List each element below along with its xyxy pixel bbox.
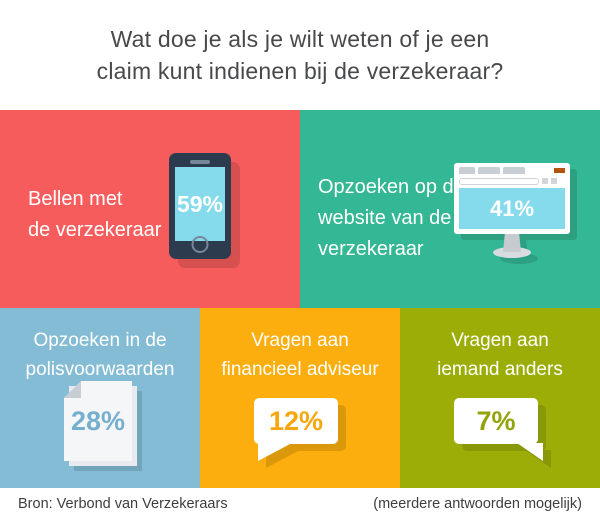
label-line: verzekeraar: [318, 238, 424, 260]
label-line: Bellen met: [28, 188, 123, 210]
panel-polisvoorwaarden: Opzoeken in de polisvoorwaarden 28%: [0, 308, 200, 488]
document-sheet: 28%: [64, 381, 132, 461]
monitor-stand: [503, 234, 521, 252]
browser-tabs: [459, 166, 565, 174]
document-fold: [64, 381, 81, 398]
percentage-value: 41%: [489, 195, 535, 221]
title-line-1: Wat doe je als je wilt weten of je een: [110, 26, 490, 52]
speech-bubble-left-icon: 12%: [254, 398, 338, 461]
browser-tab: [459, 167, 475, 174]
monitor-base: [493, 247, 531, 258]
label-line: iemand anders: [437, 359, 563, 380]
footer: Bron: Verbond van Verzekeraars (meerdere…: [0, 488, 600, 520]
panel-label: Bellen met de verzekeraar: [28, 184, 161, 246]
label-line: Opzoeken in de: [33, 330, 167, 351]
phone-speaker: [190, 160, 210, 164]
page-title: Wat doe je als je wilt weten of je een c…: [97, 23, 504, 87]
header: Wat doe je als je wilt weten of je een c…: [0, 0, 600, 110]
label-line: Opzoeken op de: [318, 176, 465, 198]
percentage-value: 59%: [176, 190, 224, 217]
source-text: Bron: Verbond van Verzekeraars: [18, 496, 228, 512]
percentage-value: 28%: [70, 405, 126, 436]
panel-bellen-met-verzekeraar: Bellen met de verzekeraar 59%: [0, 110, 300, 308]
monitor-screen: 41%: [459, 188, 565, 229]
panel-opzoeken-website: Opzoeken op de website van de verzekeraa…: [300, 110, 600, 308]
top-row: Bellen met de verzekeraar 59% Opzoeken o…: [0, 110, 600, 308]
label-line: Vragen aan: [251, 330, 349, 351]
browser-url-row: [459, 177, 565, 185]
phone-home-button: [191, 236, 209, 253]
label-line: de verzekeraar: [28, 219, 162, 241]
phone-screen: 59%: [175, 167, 225, 241]
desktop-monitor-icon: 41%: [454, 163, 570, 258]
browser-control: [542, 178, 548, 184]
browser-window: 41%: [454, 163, 570, 234]
smartphone-icon: 59%: [169, 153, 231, 259]
panel-label: Vragen aan financieel adviseur: [200, 326, 400, 384]
percentage-value: 12%: [268, 405, 324, 436]
label-line: Vragen aan: [451, 330, 549, 351]
browser-control: [551, 178, 557, 184]
footnote-text: (meerdere antwoorden mogelijk): [373, 496, 582, 512]
bottom-row: Opzoeken in de polisvoorwaarden 28% Vrag…: [0, 308, 600, 488]
speech-bubble-right-icon: 7%: [454, 398, 543, 461]
speech-bubble-tail: [517, 443, 543, 461]
browser-tab: [503, 167, 525, 174]
label-line: website van de: [318, 207, 452, 229]
label-line: financieel adviseur: [221, 359, 379, 380]
panel-label: Opzoeken op de website van de verzekeraa…: [318, 172, 465, 265]
browser-tab: [478, 167, 500, 174]
document-stack-icon: 28%: [64, 381, 137, 466]
percentage-value: 7%: [476, 405, 516, 436]
panel-label: Opzoeken in de polisvoorwaarden: [0, 326, 200, 384]
browser-button: [554, 167, 565, 173]
panel-label: Vragen aan iemand anders: [400, 326, 600, 384]
panel-iemand-anders: Vragen aan iemand anders 7%: [400, 308, 600, 488]
label-line: polisvoorwaarden: [25, 359, 175, 380]
title-line-2: claim kunt indienen bij de verzekeraar?: [96, 58, 504, 84]
url-bar: [459, 177, 539, 185]
panel-financieel-adviseur: Vragen aan financieel adviseur 12%: [200, 308, 400, 488]
speech-bubble-tail: [258, 443, 292, 461]
